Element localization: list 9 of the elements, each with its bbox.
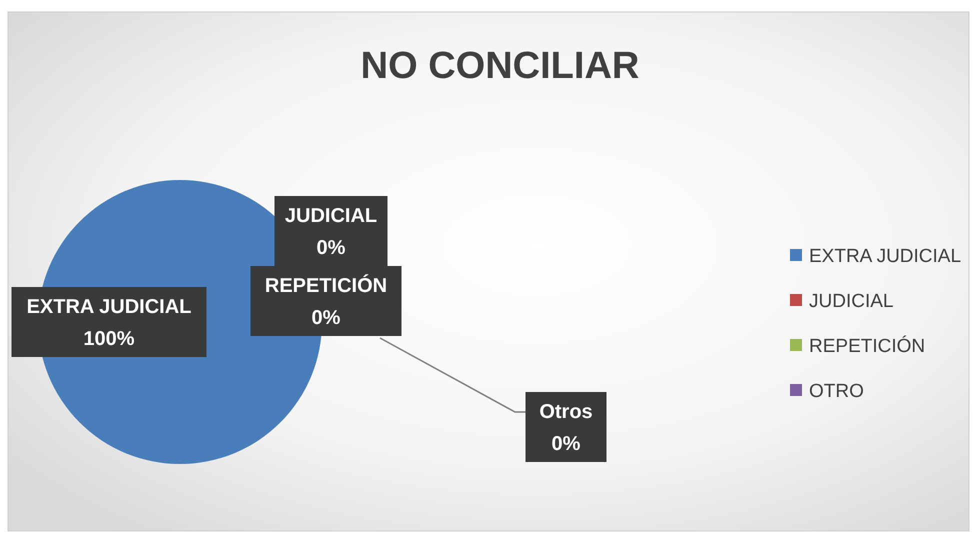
text: REPETICIÓN 0% xyxy=(264,275,388,329)
legend-label: JUDICIAL xyxy=(809,291,894,312)
data-label: EXTRA JUDICIAL 100% xyxy=(26,296,192,350)
legend-label: EXTRA JUDICIAL xyxy=(809,246,962,267)
text: JUDICIAL 0% xyxy=(284,205,378,259)
legend-label: REPETICIÓN xyxy=(809,335,926,357)
legend-label: OTRO xyxy=(809,381,864,402)
text: Otros 0% xyxy=(539,401,593,455)
chart-title: NO CONCILIAR xyxy=(360,45,640,87)
